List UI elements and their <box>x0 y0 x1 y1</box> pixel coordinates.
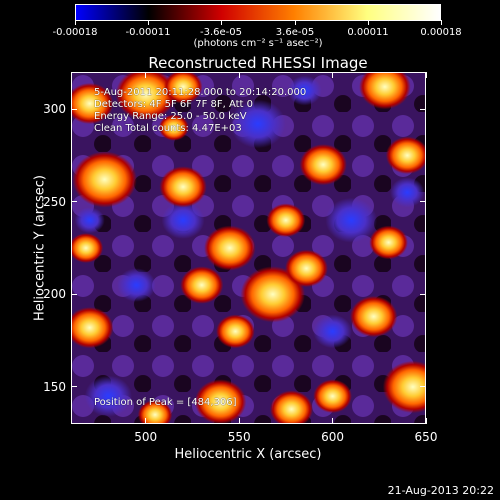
x-tick-mark <box>238 72 240 78</box>
x-tick-label: 650 <box>414 430 438 444</box>
hot-emission-region <box>369 225 408 260</box>
y-tick-mark <box>71 386 77 388</box>
y-tick-mark <box>71 293 77 295</box>
hot-emission-region <box>269 390 313 424</box>
peak-position-annotation: Position of Peak = [484,306] <box>94 397 237 408</box>
hot-emission-region <box>204 225 256 271</box>
hot-emission-region <box>159 166 207 208</box>
colorbar-tick-label: -0.00018 <box>52 27 98 38</box>
y-tick-label: 200 <box>43 287 66 302</box>
cold-emission-region <box>74 207 105 234</box>
hot-emission-region <box>350 295 398 338</box>
hot-emission-region <box>359 72 411 110</box>
hot-emission-region <box>115 72 176 121</box>
colorbar-tick-label: -3.6e-05 <box>200 27 242 38</box>
hot-emission-region <box>385 136 426 175</box>
hot-emission-region <box>313 379 352 414</box>
hot-emission-region <box>72 151 137 208</box>
colorbar-tick <box>148 20 149 25</box>
x-tick-mark <box>425 418 427 424</box>
heatmap-canvas <box>71 72 426 424</box>
x-tick-mark <box>332 418 334 424</box>
colorbar <box>75 4 441 21</box>
hot-emission-region <box>71 307 114 349</box>
y-tick-mark <box>420 201 426 203</box>
info-detectors: Detectors: 4F 5F 6F 7F 8F, Att 0 <box>94 99 254 110</box>
info-clean-counts: Clean Total counts: 4.47E+03 <box>94 123 242 134</box>
y-tick-label: 150 <box>43 379 66 394</box>
cold-emission-region <box>287 75 322 106</box>
cold-emission-region <box>313 314 352 349</box>
x-tick-mark <box>145 418 147 424</box>
info-time-range: 5-Aug-2011 20:11:28.000 to 20:14:20.000 <box>94 87 307 98</box>
colorbar-units-label: (photons cm⁻² s⁻¹ asec⁻²) <box>193 38 323 49</box>
colorbar-tick <box>295 20 296 25</box>
x-tick-label: 550 <box>227 430 251 444</box>
x-tick-label: 600 <box>321 430 345 444</box>
hot-emission-region <box>163 72 203 104</box>
colorbar-tick-label: 3.6e-05 <box>275 27 315 38</box>
colorbar-tick <box>75 20 76 25</box>
colorbar-tick <box>441 20 442 25</box>
hot-emission-region <box>71 233 104 263</box>
cold-emission-region <box>84 375 133 417</box>
x-tick-mark <box>145 72 147 78</box>
hot-emission-region <box>194 379 247 424</box>
x-tick-mark <box>332 72 334 78</box>
y-tick-label: 300 <box>43 102 66 117</box>
colorbar-tick-label: -0.00011 <box>125 27 171 38</box>
colorbar-tick-label: 0.00018 <box>420 27 462 38</box>
hot-emission-region <box>382 360 426 414</box>
x-tick-mark <box>238 418 240 424</box>
hot-emission-region <box>180 266 224 304</box>
footer-date: 21-Aug-2013 20:22 <box>387 484 494 497</box>
x-axis-label: Heliocentric X (arcsec) <box>174 447 322 462</box>
hot-emission-region <box>158 114 189 141</box>
hot-emission-region <box>240 266 306 323</box>
heatmap-image <box>71 72 426 424</box>
x-tick-mark <box>425 72 427 78</box>
hot-emission-region <box>299 144 347 186</box>
cold-emission-region <box>117 268 156 302</box>
y-tick-mark <box>420 386 426 388</box>
y-tick-mark <box>420 108 426 110</box>
hot-emission-region <box>266 203 306 238</box>
cold-emission-region <box>161 201 205 239</box>
cold-emission-region <box>390 177 425 208</box>
hot-emission-region <box>284 249 328 288</box>
chart-title: Reconstructed RHESSI Image <box>148 54 368 72</box>
y-tick-label: 250 <box>43 194 66 209</box>
y-axis-label: Heliocentric Y (arcsec) <box>32 175 48 321</box>
cold-emission-region <box>325 197 378 243</box>
y-tick-mark <box>71 108 77 110</box>
colorbar-tick-label: 0.00011 <box>347 27 389 38</box>
hot-emission-region <box>216 314 255 349</box>
y-tick-mark <box>420 293 426 295</box>
colorbar-tick <box>221 20 222 25</box>
info-energy-range: Energy Range: 25.0 - 50.0 keV <box>94 111 247 122</box>
hot-emission-region <box>71 82 114 125</box>
x-tick-label: 500 <box>134 430 158 444</box>
hot-emission-region <box>137 399 173 424</box>
colorbar-tick <box>368 20 369 25</box>
cold-emission-region <box>229 99 286 149</box>
y-tick-mark <box>71 201 77 203</box>
